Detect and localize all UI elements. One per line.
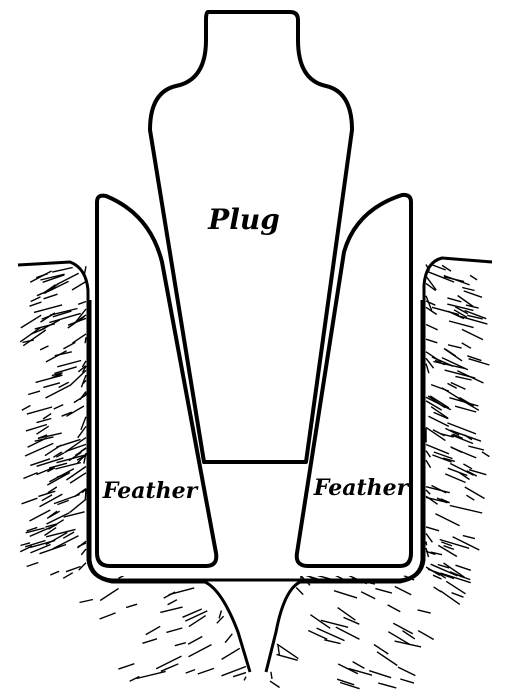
plug-label: Plug (207, 203, 280, 236)
rock-right (264, 256, 493, 690)
feather-left (95, 193, 219, 568)
feather-right (294, 192, 413, 568)
drill-hole-bottom-edge (88, 300, 424, 582)
feather-left-label: Feather (102, 478, 199, 504)
plug (148, 10, 354, 464)
feather-right-label: Feather (313, 475, 410, 501)
rock-left (17, 260, 252, 682)
